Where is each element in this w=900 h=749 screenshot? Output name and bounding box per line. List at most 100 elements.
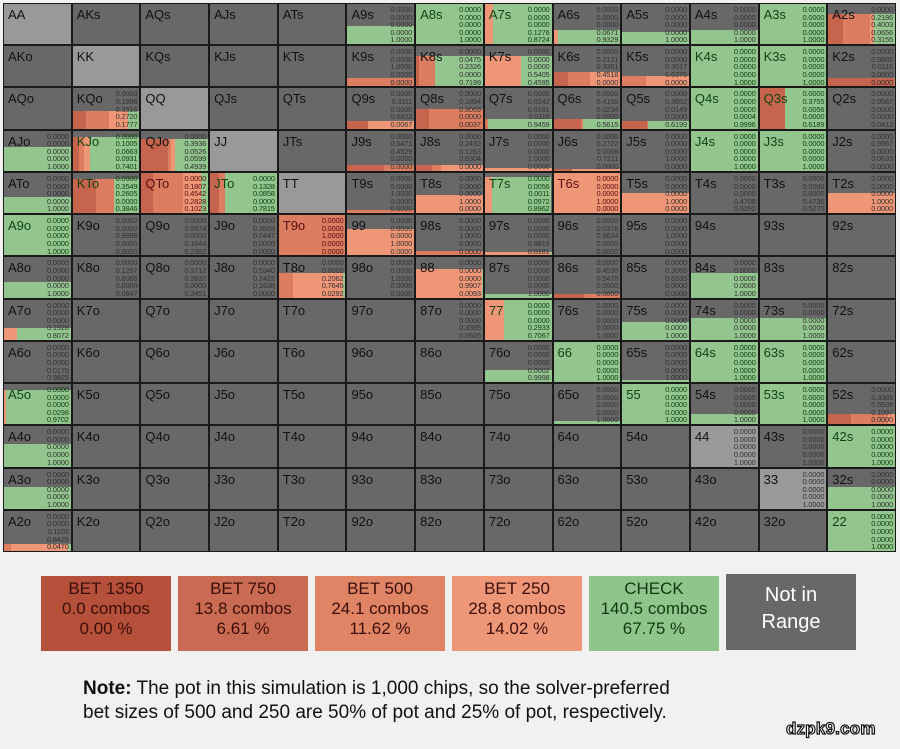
hand-cell-98s[interactable]: 0.0000 0.0000 1.0000 0.0000 0.0000 98s: [416, 215, 483, 256]
hand-cell-AJo[interactable]: 0.0000 0.0000 0.0000 0.0000 1.0000 AJo: [4, 130, 71, 171]
hand-cell-K2o[interactable]: K2o: [72, 510, 140, 551]
hand-cell-K6o[interactable]: K6o: [72, 341, 140, 383]
hand-cell-A5s[interactable]: 0.0000 0.0000 0.0000 0.0000 1.0000 A5s: [622, 4, 689, 45]
hand-cell-QJs[interactable]: QJs: [210, 88, 277, 129]
hand-cell-K3s[interactable]: 0.0000 0.0000 0.0000 0.0000 1.0000 K3s: [759, 46, 827, 87]
hand-cell-K8s[interactable]: 0.0000 0.0475 0.2326 0.0000 0.7199 K8s: [416, 46, 483, 87]
hand-cell-Q5s[interactable]: 0.0000 0.3652 0.0149 0.0000 0.6199 Q5s: [622, 88, 689, 129]
hand-cell-A5o[interactable]: 0.0000 0.0000 0.0000 0.0298 0.9702 A5o: [4, 384, 71, 425]
hand-cell-AKo[interactable]: AKo: [4, 46, 71, 87]
hand-cell-Q2o[interactable]: Q2o: [141, 510, 209, 551]
hand-cell-62s[interactable]: 62s: [828, 341, 895, 383]
hand-cell-AJs[interactable]: AJs: [210, 4, 277, 45]
hand-cell-J2o[interactable]: J2o: [210, 510, 277, 551]
hand-cell-AA[interactable]: AA: [4, 4, 71, 45]
hand-cell-J4s[interactable]: 0.0000 0.0000 0.0000 0.0000 1.0000 J4s: [690, 130, 758, 171]
hand-cell-73o[interactable]: 73o: [484, 468, 552, 509]
hand-cell-KQo[interactable]: 0.0000 0.1996 0.3516 0.2720 0.1777 KQo: [72, 88, 140, 129]
hand-cell-QTo[interactable]: 0.0000 0.1807 0.4542 0.2828 0.1023 QTo: [141, 172, 209, 214]
hand-cell-Q6o[interactable]: Q6o: [141, 341, 209, 383]
hand-cell-83o[interactable]: 83o: [416, 468, 483, 509]
hand-cell-75s[interactable]: 0.0000 0.0000 0.0000 0.0000 1.0000 75s: [622, 299, 689, 340]
hand-cell-T6o[interactable]: T6o: [278, 341, 346, 383]
hand-cell-J2s[interactable]: 0.0000 0.9367 0.0000 0.0633 0.0000 J2s: [828, 130, 895, 171]
hand-cell-K8o[interactable]: 0.0000 0.1287 0.8066 0.0000 0.0647 K8o: [72, 257, 140, 298]
hand-cell-K9s[interactable]: 0.0000 0.0000 1.0000 0.0000 0.0000 K9s: [347, 46, 415, 87]
hand-cell-Q6s[interactable]: 0.0000 0.4150 0.0234 0.0000 0.5615 Q6s: [553, 88, 621, 129]
hand-cell-T2s[interactable]: 0.0000 0.0000 0.0000 1.0000 0.0000 T2s: [828, 172, 895, 214]
hand-cell-T8o[interactable]: 0.0000 0.0000 0.2062 0.7645 0.0292 T8o: [278, 257, 346, 298]
hand-cell-T8s[interactable]: 0.0000 0.0000 0.0000 1.0000 0.0000 T8s: [416, 172, 483, 214]
hand-cell-84s[interactable]: 0.0000 0.0000 0.0000 0.0000 1.0000 84s: [690, 257, 758, 298]
hand-cell-52o[interactable]: 52o: [622, 510, 689, 551]
hand-cell-ATs[interactable]: ATs: [278, 4, 346, 45]
hand-cell-64o[interactable]: 64o: [553, 426, 621, 467]
hand-cell-KTs[interactable]: KTs: [278, 46, 346, 87]
hand-cell-Q9o[interactable]: 0.0000 0.5974 0.0000 0.1644 0.2382 Q9o: [141, 215, 209, 256]
hand-cell-54o[interactable]: 54o: [622, 426, 689, 467]
hand-cell-K3o[interactable]: K3o: [72, 468, 140, 509]
hand-cell-A6s[interactable]: 0.0000 0.0000 0.0000 0.0671 0.9329 A6s: [553, 4, 621, 45]
hand-cell-Q3o[interactable]: Q3o: [141, 468, 209, 509]
hand-cell-42s[interactable]: 0.0000 0.0000 0.0000 0.0000 1.0000 42s: [828, 426, 895, 467]
hand-cell-32o[interactable]: 32o: [759, 510, 827, 551]
hand-cell-TT[interactable]: TT: [278, 172, 346, 214]
hand-cell-AQs[interactable]: AQs: [141, 4, 209, 45]
hand-cell-A9o[interactable]: 0.0000 0.0000 0.0000 0.0000 1.0000 A9o: [4, 215, 71, 256]
hand-cell-A6o[interactable]: 0.0000 0.0000 0.0000 0.0175 0.9825 A6o: [4, 341, 71, 383]
hand-cell-J9s[interactable]: 0.0000 0.5471 0.4529 0.0000 0.0000 J9s: [347, 130, 415, 171]
hand-cell-AKs[interactable]: AKs: [72, 4, 140, 45]
hand-cell-95o[interactable]: 95o: [347, 384, 415, 425]
hand-cell-T2o[interactable]: T2o: [278, 510, 346, 551]
hand-cell-44[interactable]: 0.0000 0.0000 0.0000 0.0000 1.0000 44: [690, 426, 758, 467]
hand-cell-65s[interactable]: 0.0000 0.0000 0.0000 0.0000 1.0000 65s: [622, 341, 689, 383]
hand-cell-84o[interactable]: 84o: [416, 426, 483, 467]
hand-cell-A9s[interactable]: 0.0000 0.0000 0.0000 0.0000 1.0000 A9s: [347, 4, 415, 45]
hand-cell-63o[interactable]: 63o: [553, 468, 621, 509]
hand-cell-JTs[interactable]: JTs: [278, 130, 346, 171]
hand-cell-97s[interactable]: 0.0000 0.0000 0.0000 0.9819 0.0181 97s: [484, 215, 552, 256]
hand-cell-K7s[interactable]: 0.0000 0.0000 0.0000 0.5405 0.4595 K7s: [484, 46, 552, 87]
hand-cell-Q7s[interactable]: 0.0000 0.0242 0.0181 0.0118 0.9459 Q7s: [484, 88, 552, 129]
hand-cell-98o[interactable]: 0.0000 0.0000 1.0000 0.0000 0.0000 98o: [347, 257, 415, 298]
hand-cell-94o[interactable]: 94o: [347, 426, 415, 467]
hand-cell-T5o[interactable]: T5o: [278, 384, 346, 425]
hand-cell-66[interactable]: 0.0000 0.0000 0.0000 0.0000 1.0000 66: [553, 341, 621, 383]
hand-cell-62o[interactable]: 62o: [553, 510, 621, 551]
hand-cell-Q4o[interactable]: Q4o: [141, 426, 209, 467]
hand-cell-A4o[interactable]: 0.0000 0.0000 0.0000 0.0000 1.0000 A4o: [4, 426, 71, 467]
hand-cell-KK[interactable]: KK: [72, 46, 140, 87]
hand-cell-54s[interactable]: 0.0000 0.0000 0.0000 0.0000 1.0000 54s: [690, 384, 758, 425]
hand-cell-94s[interactable]: 94s: [690, 215, 758, 256]
hand-cell-82s[interactable]: 82s: [828, 257, 895, 298]
hand-cell-55[interactable]: 0.0000 0.0000 0.0000 0.0000 1.0000 55: [622, 384, 689, 425]
hand-cell-32s[interactable]: 0.0000 0.0000 0.0000 0.0000 1.0000 32s: [828, 468, 895, 509]
hand-cell-Q4s[interactable]: 0.0000 0.0000 0.0000 0.0004 0.9996 Q4s: [690, 88, 758, 129]
hand-cell-J6s[interactable]: 0.0000 0.2722 0.0068 0.7211 0.0000 J6s: [553, 130, 621, 171]
hand-cell-85o[interactable]: 85o: [416, 384, 483, 425]
hand-cell-A7s[interactable]: 0.0000 0.0000 0.0000 0.1276 0.8724 A7s: [484, 4, 552, 45]
hand-cell-A2s[interactable]: 0.0000 0.2186 0.4003 0.0656 0.3155 A2s: [828, 4, 895, 45]
hand-cell-72s[interactable]: 72s: [828, 299, 895, 340]
hand-cell-Q8s[interactable]: 0.0000 0.1894 0.8069 0.0000 0.0037 Q8s: [416, 88, 483, 129]
hand-cell-QJo[interactable]: 0.0000 0.3936 0.0526 0.0599 0.4939 QJo: [141, 130, 209, 171]
hand-cell-J5s[interactable]: 0.0000 0.0000 0.0000 1.0000 0.0000 J5s: [622, 130, 689, 171]
hand-cell-64s[interactable]: 0.0000 0.0000 0.0000 0.0000 1.0000 64s: [690, 341, 758, 383]
hand-cell-T5s[interactable]: 0.0000 0.0000 0.0000 1.0000 0.0000 T5s: [622, 172, 689, 214]
hand-cell-T9s[interactable]: 0.0000 0.0000 1.0000 0.0000 0.0000 T9s: [347, 172, 415, 214]
hand-cell-52s[interactable]: 0.0000 0.3365 0.5539 0.1097 0.0000 52s: [828, 384, 895, 425]
hand-cell-T3s[interactable]: 0.0000 0.0000 0.0000 0.4730 0.5270 T3s: [759, 172, 827, 214]
hand-cell-72o[interactable]: 72o: [484, 510, 552, 551]
hand-cell-74o[interactable]: 74o: [484, 426, 552, 467]
hand-cell-93s[interactable]: 93s: [759, 215, 827, 256]
hand-cell-KQs[interactable]: KQs: [141, 46, 209, 87]
hand-cell-75o[interactable]: 75o: [484, 384, 552, 425]
hand-cell-92s[interactable]: 92s: [828, 215, 895, 256]
hand-cell-Q3s[interactable]: 0.0000 0.3755 0.0056 0.0000 0.6189 Q3s: [759, 88, 827, 129]
hand-cell-J9o[interactable]: 0.0000 0.3553 0.6447 0.0000 0.0000 J9o: [210, 215, 277, 256]
hand-cell-J7s[interactable]: 0.0000 0.0000 0.0000 1.0000 0.0000 J7s: [484, 130, 552, 171]
hand-cell-J7o[interactable]: J7o: [210, 299, 277, 340]
hand-cell-ATo[interactable]: 0.0000 0.0000 0.0000 0.0000 1.0000 ATo: [4, 172, 71, 214]
hand-cell-53o[interactable]: 53o: [622, 468, 689, 509]
hand-cell-74s[interactable]: 0.0000 0.0000 0.0000 0.0000 1.0000 74s: [690, 299, 758, 340]
